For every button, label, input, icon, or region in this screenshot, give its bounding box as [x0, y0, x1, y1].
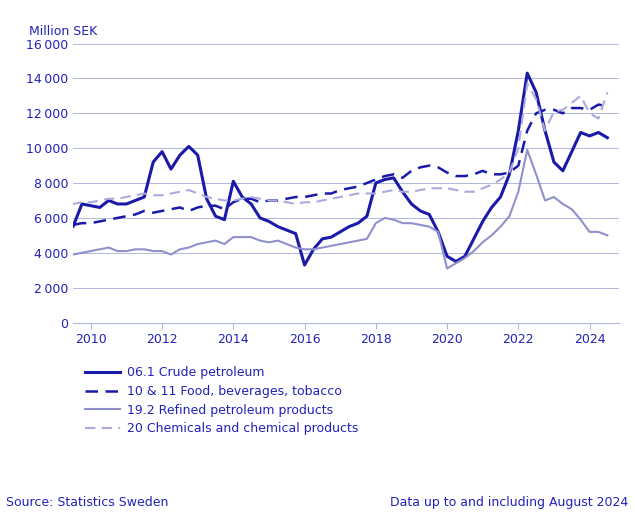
Text: Million SEK: Million SEK [29, 25, 98, 38]
Legend: 06.1 Crude petroleum, 10 & 11 Food, beverages, tobacco, 19.2 Refined petroleum p: 06.1 Crude petroleum, 10 & 11 Food, beve… [84, 367, 359, 435]
Text: Data up to and including August 2024: Data up to and including August 2024 [391, 497, 629, 509]
Text: Source: Statistics Sweden: Source: Statistics Sweden [6, 497, 169, 509]
